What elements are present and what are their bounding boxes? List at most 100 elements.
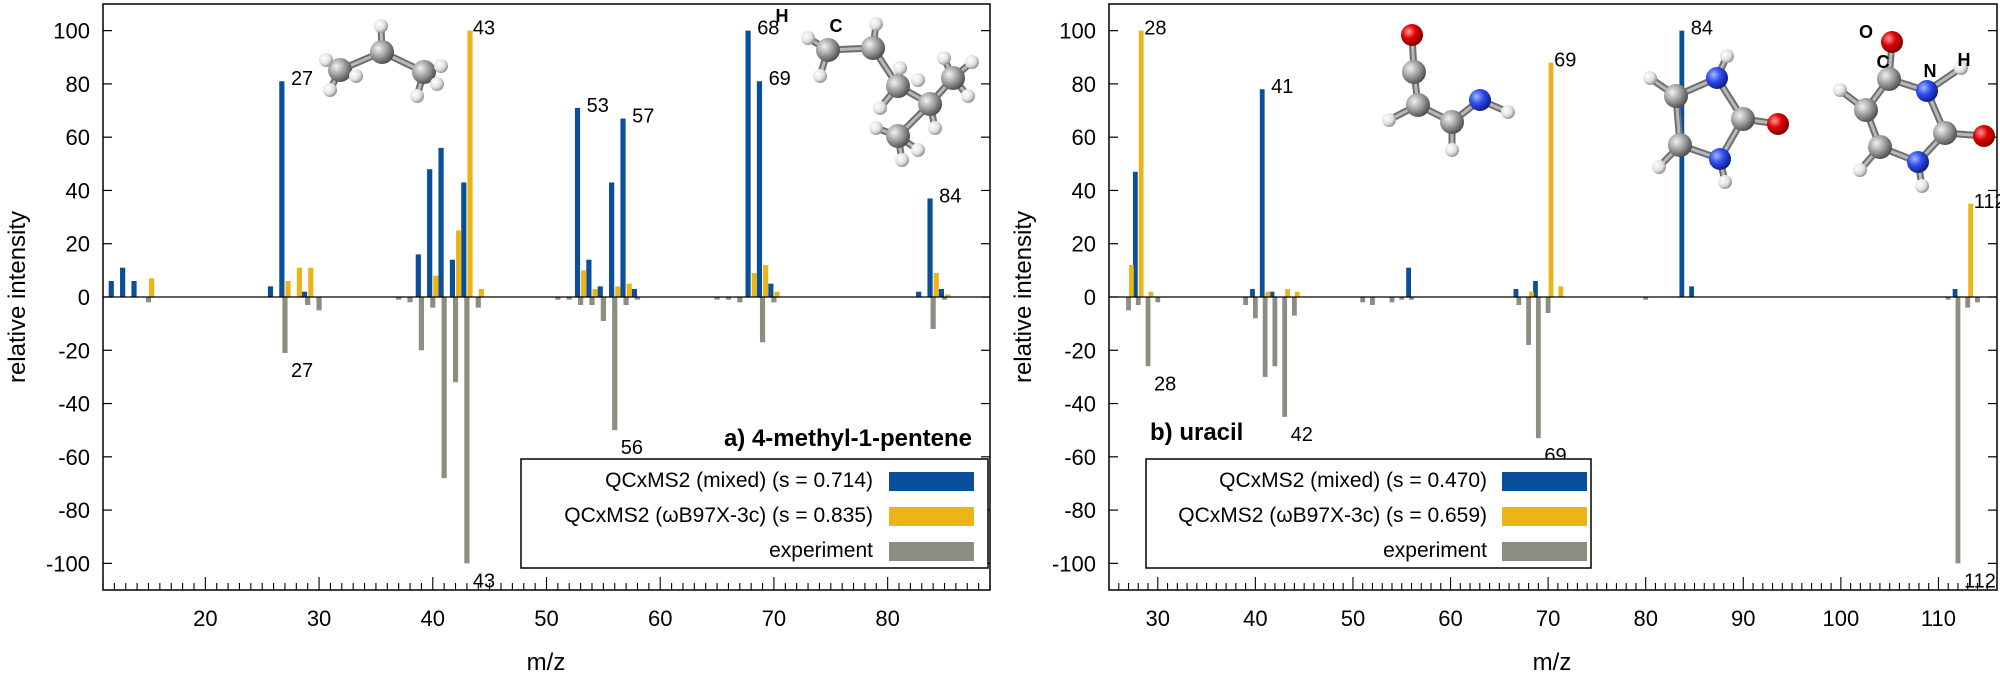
y-tick-label: 0 [1084,285,1096,310]
y-tick-label: -20 [1064,338,1096,363]
bar-experiment [612,297,618,431]
bar-wb97x [751,273,757,297]
bar-experiment [623,297,629,305]
x-tick-label: 60 [648,606,672,631]
atom [869,17,883,31]
atom [816,38,840,62]
bar-mixed [745,30,751,297]
atom [374,19,388,33]
legend-label-wb97x: QCxMS2 (ωB97X-3c) (s = 0.835) [564,504,873,527]
atom [434,59,448,73]
bar-wb97x [1285,289,1290,297]
bar-wb97x [945,294,951,297]
bar-wb97x [1265,291,1271,297]
bar-mixed [620,118,626,297]
bar-wb97x [592,289,598,297]
bar-experiment [1252,297,1258,319]
bar-experiment [566,297,572,300]
peak-label: 28 [1144,18,1166,40]
atom [1406,93,1430,117]
bar-experiment [145,297,152,303]
bar-mixed [438,147,444,297]
bar-mixed [756,81,763,297]
bar-mixed [131,281,137,297]
molecule-fragment-icon [1382,24,1515,157]
x-tick-label: 50 [1341,606,1365,631]
bar-experiment [418,297,425,351]
bar-experiment [1145,297,1151,367]
y-tick-label: 60 [1072,125,1096,150]
peak-label: 69 [769,68,791,90]
bar-experiment [452,297,459,383]
bar-experiment [1545,297,1551,313]
x-tick-label: 60 [1438,606,1462,631]
x-tick-label: 110 [1921,606,1956,631]
atom [1833,83,1847,97]
bar-mixed [916,291,922,297]
atom [1868,135,1892,159]
bar-mixed [1513,289,1519,297]
bar-wb97x [774,291,780,297]
bar-mixed [279,81,285,297]
y-tick-label: -40 [1064,392,1096,417]
atom [319,53,333,67]
bar-experiment [316,297,322,311]
bar-wb97x [285,281,291,297]
bar-mixed [1952,289,1958,297]
molecule-uracil-icon [1833,31,1995,193]
atom [1402,60,1426,84]
atom [961,89,975,103]
atom [869,121,883,135]
atom [410,89,424,103]
legend-label-experiment: experiment [769,539,873,562]
atom [965,55,979,69]
bar-experiment [1135,297,1141,305]
atom [1954,61,1968,75]
bar-experiment [725,297,732,300]
y-axis: -100 -80 -60 -40 -20 0 20 40 60 80 100 [46,19,990,576]
panel-title: b) uracil [1150,419,1243,446]
bar-wb97x [1529,291,1534,297]
atom [911,73,925,87]
atom [893,61,907,75]
bar-experiment [1409,297,1414,300]
atom-label-h: H [1958,50,1971,70]
x-tick-label: 30 [1146,606,1170,631]
legend: QCxMS2 (mixed) (s = 0.470) QCxMS2 (ωB97X… [1145,458,1592,569]
bar-mixed [1689,286,1694,297]
atom [1915,179,1929,193]
x-tick-label: 40 [421,606,445,631]
molecule-4-methyl-1-pentene-icon [801,17,979,167]
bar-mixed [461,182,467,297]
atom [928,121,942,135]
bar-experiment [282,297,288,353]
bar-experiment [441,297,447,479]
legend-swatch-mixed [889,472,974,491]
atom [1907,151,1929,173]
atom [1709,148,1731,170]
atom [1382,113,1396,127]
legend-label-mixed: QCxMS2 (mixed) (s = 0.470) [1219,469,1487,492]
atom [1469,89,1491,111]
peak-label: 53 [587,95,609,117]
bars-layer [108,30,951,564]
y-tick-label: -80 [1064,498,1096,523]
bar-mixed [631,289,637,297]
atom [1652,160,1666,174]
atom [886,74,910,98]
bar-mixed [1250,289,1255,297]
legend-swatch-experiment [1502,542,1587,561]
legend-label-wb97x: QCxMS2 (ωB97X-3c) (s = 0.659) [1178,504,1487,527]
bar-mixed [586,259,592,297]
y-tick-label: 20 [66,232,90,257]
y-tick-label: -60 [58,445,90,470]
bar-wb97x [1548,62,1554,297]
atom [1706,67,1728,89]
bar-mixed [574,107,581,297]
bar-experiment [1126,297,1131,311]
y-axis: -100 -80 -60 -40 -20 0 20 40 60 80 100 [1052,19,1997,576]
x-tick-label: 80 [1633,606,1657,631]
bar-experiment [1965,297,1971,308]
bar-wb97x [763,265,769,297]
x-tick-label: 40 [1243,606,1267,631]
